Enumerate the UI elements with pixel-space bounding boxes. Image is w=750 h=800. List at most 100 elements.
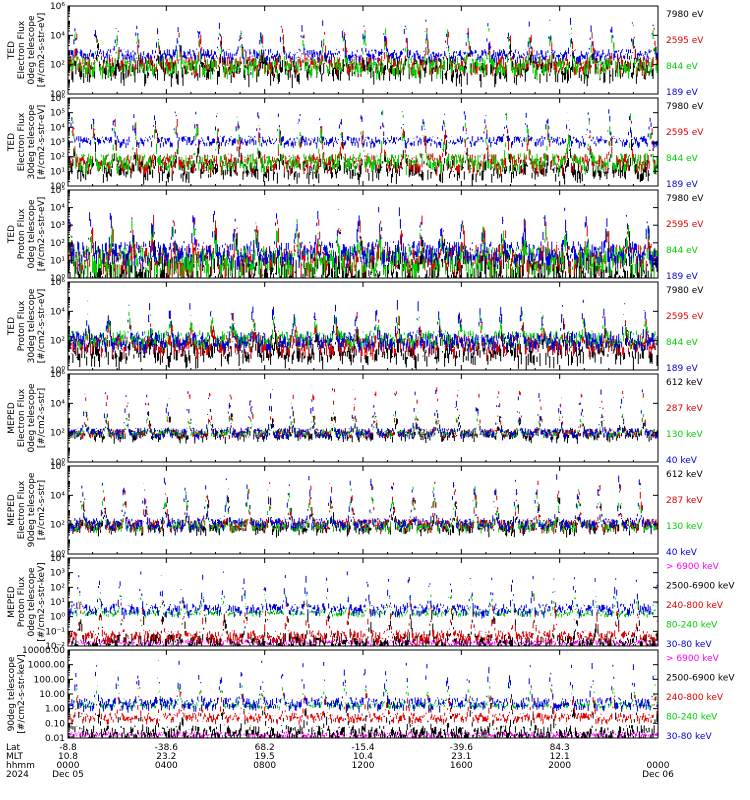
series-trace-4 — [68, 299, 658, 355]
legend-entry: 7980 eV — [666, 194, 704, 204]
y-tick-label: 10⁰ — [50, 182, 65, 192]
series-trace-3 — [68, 24, 658, 81]
series-trace-4 — [68, 388, 658, 441]
y-tick-label: 0.10 — [45, 719, 65, 729]
legend-entry: 2595 eV — [666, 220, 704, 230]
series-trace-2 — [68, 696, 658, 738]
y-tick-label: 10⁰ — [50, 550, 65, 560]
time-axis-tick-label: 84.3 — [550, 743, 570, 753]
time-axis-tick-label: 19.5 — [255, 752, 275, 762]
time-axis-tick-label: 1200 — [352, 761, 375, 771]
legend-entry: 844 eV — [666, 62, 699, 72]
legend-entry: 7980 eV — [666, 286, 704, 296]
y-axis-label: TEDProton Flux30deg telescope[#/cm2-s-st… — [7, 288, 47, 363]
y-axis-label: TEDElectron Flux30deg telescope[#/cm2-s-… — [7, 104, 47, 179]
time-axis-tick-label: -15.4 — [351, 743, 375, 753]
time-axis-tick-label: 68.2 — [255, 743, 275, 753]
legend-entry: 287 keV — [666, 496, 703, 506]
time-axis-tick-label: 23.1 — [451, 752, 471, 762]
y-tick-label: 10⁰ — [50, 458, 65, 468]
y-tick-label: 10.00 — [39, 690, 65, 700]
y-tick-label: 10⁴ — [50, 399, 65, 409]
legend-entry: 189 eV — [666, 88, 699, 98]
legend-entry: 30-80 keV — [666, 640, 712, 650]
series-trace-4 — [68, 682, 658, 710]
y-tick-label: 10⁴ — [50, 31, 65, 41]
series-trace-3 — [68, 687, 658, 725]
y-tick-label: 10² — [50, 239, 65, 249]
time-axis-tick-label: 0800 — [253, 761, 276, 771]
y-tick-label: 10¹ — [50, 256, 65, 266]
legend-entry: 40 keV — [666, 548, 698, 558]
legend-entry: 2595 eV — [666, 128, 704, 138]
legend-entry: 7980 eV — [666, 10, 704, 20]
series-trace-4 — [68, 474, 658, 534]
y-tick-label: 0.01 — [45, 734, 65, 744]
panel-traces — [68, 660, 658, 738]
y-axis-label: 90deg telescope[#/cm2-s-str-keV] — [7, 654, 27, 733]
y-tick-label: 10⁴ — [50, 491, 65, 501]
legend-entry: 2595 eV — [666, 36, 704, 46]
time-axis-tick-label: 10.8 — [58, 752, 78, 762]
legend-entry: 130 keV — [666, 522, 703, 532]
legend-entry: > 6900 keV — [666, 562, 720, 572]
legend-entry: 844 eV — [666, 154, 699, 164]
series-trace-4 — [68, 207, 658, 272]
legend-entry: 2500-6900 keV — [666, 582, 735, 592]
legend-entry: 240-800 keV — [666, 601, 724, 611]
legend-entry: 80-240 keV — [666, 713, 718, 723]
y-tick-label: 10¹ — [50, 598, 65, 608]
time-axis-row-label: MLT — [6, 752, 24, 762]
y-tick-label: 10⁶ — [50, 94, 65, 104]
y-tick-label: 10³ — [50, 569, 65, 579]
series-trace-1 — [68, 408, 658, 444]
time-axis-row-label: 2024 — [6, 770, 29, 780]
time-axis-row-label: Lat — [6, 743, 21, 753]
y-tick-label: 10² — [50, 521, 65, 531]
time-axis-tick-label: 2000 — [548, 761, 571, 771]
panel-frame — [67, 5, 659, 95]
time-axis-tick-label: 10.4 — [353, 752, 373, 762]
y-tick-label: 1000.00 — [28, 661, 65, 671]
time-axis-tick-label: -39.6 — [450, 743, 474, 753]
series-trace-5 — [68, 660, 658, 713]
panel-frame — [67, 281, 659, 371]
time-axis-tick-label: 0400 — [155, 761, 178, 771]
panel-frame — [67, 557, 659, 647]
panel-traces — [68, 571, 658, 646]
y-tick-label: 10² — [50, 583, 65, 593]
y-tick-label: 10² — [50, 429, 65, 439]
legend-entry: 2500-6900 keV — [666, 674, 735, 684]
time-axis-row-label: hhmm — [6, 761, 35, 771]
legend-entry: 7980 eV — [666, 102, 704, 112]
y-tick-label: 10⁵ — [50, 186, 65, 196]
y-tick-label: 10⁰ — [50, 90, 65, 100]
panel-traces — [68, 299, 658, 370]
y-tick-label: 10⁴ — [50, 307, 65, 317]
y-tick-label: 10⁰ — [50, 274, 65, 284]
time-axis-tick-label: 1600 — [450, 761, 473, 771]
y-tick-label: 10³ — [50, 221, 65, 231]
legend-entry: > 6900 keV — [666, 654, 720, 664]
y-tick-label: 1.00 — [45, 705, 65, 715]
legend-entry: 612 keV — [666, 378, 703, 388]
panel-traces — [68, 387, 658, 444]
time-axis-tick-label: 0000 — [647, 761, 670, 771]
legend-entry: 189 eV — [666, 180, 699, 190]
legend-entry: 2595 eV — [666, 312, 704, 322]
y-tick-label: 10² — [50, 337, 65, 347]
y-axis-label: TEDElectron Flux0deg telescope[#/cm2-s-s… — [7, 13, 47, 88]
panel-frame — [67, 373, 659, 463]
time-axis-tick-label: 23.2 — [156, 752, 176, 762]
legend-entry: 240-800 keV — [666, 693, 724, 703]
legend-entry: 40 keV — [666, 456, 698, 466]
y-tick-label: 100.00 — [34, 675, 66, 685]
y-tick-label: 10⁻² — [45, 642, 65, 652]
y-axis-label: MEPEDElectron Flux0deg telescope[#/cm2-s… — [7, 383, 47, 453]
